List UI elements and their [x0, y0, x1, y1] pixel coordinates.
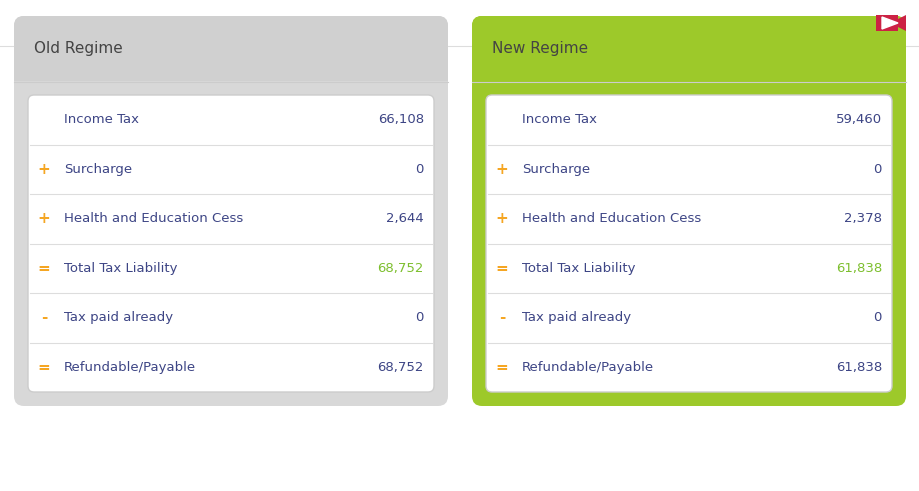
Text: Total Tax Liability: Total Tax Liability	[64, 262, 177, 275]
Text: Income Tax: Income Tax	[64, 113, 139, 126]
Text: Old Regime: Old Regime	[34, 41, 122, 56]
Text: 2,378: 2,378	[843, 212, 881, 225]
Text: +: +	[495, 211, 508, 226]
Text: 0: 0	[415, 163, 424, 176]
FancyBboxPatch shape	[14, 16, 448, 81]
Text: 61,838: 61,838	[834, 262, 881, 275]
Polygon shape	[881, 17, 897, 29]
Text: Health and Education Cess: Health and Education Cess	[64, 212, 243, 225]
FancyBboxPatch shape	[485, 95, 891, 392]
Text: Tax paid already: Tax paid already	[64, 311, 173, 324]
Text: -: -	[498, 310, 505, 325]
Text: Income Tax: Income Tax	[521, 113, 596, 126]
Text: Health and Education Cess: Health and Education Cess	[521, 212, 700, 225]
Bar	[471, 49, 905, 81]
Text: +: +	[38, 211, 51, 226]
Text: 66,108: 66,108	[378, 113, 424, 126]
FancyBboxPatch shape	[471, 16, 905, 81]
Polygon shape	[897, 15, 905, 31]
Text: =: =	[495, 360, 508, 375]
Text: 2,644: 2,644	[386, 212, 424, 225]
Text: 59,460: 59,460	[835, 113, 881, 126]
Text: -: -	[40, 310, 47, 325]
Text: +: +	[38, 162, 51, 177]
FancyBboxPatch shape	[28, 95, 434, 392]
Text: =: =	[38, 261, 51, 276]
Text: Surcharge: Surcharge	[64, 163, 132, 176]
Text: 0: 0	[415, 311, 424, 324]
FancyBboxPatch shape	[14, 16, 448, 406]
Text: =: =	[38, 360, 51, 375]
Text: Surcharge: Surcharge	[521, 163, 589, 176]
Text: 68,752: 68,752	[377, 361, 424, 374]
Text: 0: 0	[873, 163, 881, 176]
Text: +: +	[495, 162, 508, 177]
Text: 0: 0	[873, 311, 881, 324]
Text: New Regime: New Regime	[492, 41, 587, 56]
Text: Step 4: Calculate Tax Liability: Step 4: Calculate Tax Liability	[14, 20, 258, 38]
Text: 61,838: 61,838	[834, 361, 881, 374]
Text: Tax paid already: Tax paid already	[521, 311, 630, 324]
Text: Refundable/Payable: Refundable/Payable	[521, 361, 653, 374]
Text: =: =	[495, 261, 508, 276]
Text: 68,752: 68,752	[377, 262, 424, 275]
FancyBboxPatch shape	[471, 16, 905, 406]
Bar	[875, 15, 897, 31]
Text: Total Tax Liability: Total Tax Liability	[521, 262, 635, 275]
Text: Refundable/Payable: Refundable/Payable	[64, 361, 196, 374]
Bar	[14, 49, 448, 81]
